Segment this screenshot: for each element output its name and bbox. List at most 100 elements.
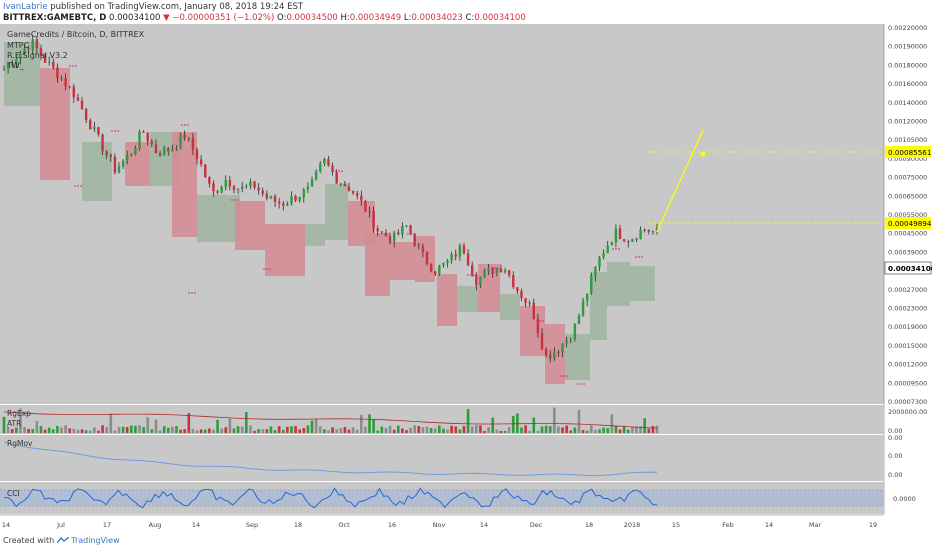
candle-body xyxy=(6,63,10,69)
price-tick: 0.00045000 xyxy=(888,230,927,238)
indicator-label-signal: R.E.Signal V3.2 xyxy=(7,51,68,60)
tradingview-link[interactable]: TradingView xyxy=(71,536,120,545)
candle-body xyxy=(585,293,589,301)
signal-dot xyxy=(184,124,186,126)
signal-dot xyxy=(338,170,340,172)
volume-bar xyxy=(647,428,651,433)
time-tick: 17 xyxy=(103,521,111,529)
candle-body xyxy=(126,155,129,161)
candle-body xyxy=(306,186,310,190)
candle-body xyxy=(590,276,593,294)
price-tick: 0.00220000 xyxy=(888,24,927,32)
time-tick: Jul xyxy=(56,521,65,529)
volume-bar xyxy=(208,428,211,433)
volume-bar xyxy=(323,429,326,433)
rgmov-label: RgMov xyxy=(7,439,33,448)
cci-pane[interactable]: CCI 0.0000 xyxy=(0,482,916,514)
last-price-label: 0.00034100 xyxy=(888,264,932,273)
signal-dot xyxy=(580,383,582,385)
volume-bar xyxy=(113,430,117,433)
volume-bar xyxy=(158,430,162,433)
candle-body xyxy=(429,263,433,272)
candle-body xyxy=(314,171,318,180)
volume-bar xyxy=(203,429,207,433)
candle-body xyxy=(458,245,462,257)
volume-bar xyxy=(503,430,507,433)
cci-label: CCI xyxy=(7,489,20,498)
time-tick: 2018 xyxy=(624,521,641,529)
candle-body xyxy=(651,230,655,232)
volume-bar xyxy=(286,426,289,433)
candle-body xyxy=(290,195,293,204)
price-axis[interactable]: 0.00220000 0.00190000 0.00180000 0.00160000… xyxy=(883,24,932,514)
candle-body xyxy=(319,163,322,172)
volume-bar xyxy=(507,426,511,433)
rgmov-pane[interactable]: RgMov 0.00 0.00 0.00 xyxy=(0,434,902,481)
volume-bar xyxy=(310,420,314,433)
candle-body xyxy=(68,86,71,88)
candle-body xyxy=(655,227,659,231)
candle-body xyxy=(265,193,269,199)
volume-bar xyxy=(569,430,573,433)
signal-box xyxy=(590,272,607,340)
candle-body xyxy=(413,233,416,246)
candle-body xyxy=(532,302,535,320)
time-axis[interactable]: 14 Jul 17 Aug 14 Sep 18 Oct 16 Nov 14 Dec 18 2018 15 Fe… xyxy=(0,514,884,540)
volume-bar xyxy=(105,427,108,433)
volume-bar xyxy=(51,429,55,433)
volume-bar xyxy=(142,427,145,433)
candle-body xyxy=(540,332,544,350)
volume-bar xyxy=(618,429,622,433)
time-tick: 16 xyxy=(388,521,396,529)
volume-bar xyxy=(606,428,610,433)
author-link[interactable]: IvanLabrie xyxy=(3,2,48,12)
volume-bar xyxy=(183,429,187,433)
indicator-label-mtpc: MTPC xyxy=(7,41,30,50)
price-axis-ticks: 0.00220000 0.00190000 0.00180000 0.00160000… xyxy=(888,24,927,406)
signal-box xyxy=(565,334,590,380)
main-price-pane[interactable]: GameCredits / Bitcoin, D, BITTREX MTPC R… xyxy=(0,24,884,404)
price-tick: 0.00023000 xyxy=(888,305,927,313)
main-pane-bg xyxy=(0,24,884,404)
time-axis-bg xyxy=(0,515,884,540)
candle-body xyxy=(130,154,133,156)
volume-bar xyxy=(491,417,495,433)
price-tick: 0.00012000 xyxy=(888,361,927,369)
volume-bar xyxy=(413,425,416,433)
candle-body xyxy=(15,58,18,65)
volume-bar xyxy=(458,429,462,433)
price-tick: 0.00015000 xyxy=(888,342,927,350)
volume-bar xyxy=(130,425,133,433)
volume-bar xyxy=(2,416,6,433)
target-price-label-2: 0.00049894 xyxy=(888,219,932,228)
open-value: 0.00034500 xyxy=(286,13,338,23)
rgexp-pane[interactable]: RgExp ATR 2000000.00 0.00 xyxy=(0,405,927,435)
signal-dot xyxy=(266,268,268,270)
volume-bar xyxy=(327,430,330,433)
indicator-label-tw: TW_ xyxy=(6,61,25,70)
signal-box xyxy=(125,142,150,186)
signal-dot xyxy=(467,274,469,276)
time-tick: Dec xyxy=(530,521,543,529)
volume-bar xyxy=(639,426,642,433)
candle-body xyxy=(446,260,449,263)
price-tick: 0.00090000 xyxy=(888,155,927,163)
candle-body xyxy=(639,229,642,239)
signal-dot xyxy=(114,130,116,132)
target-price-label-1: 0.00085561 xyxy=(888,148,931,157)
candle-body xyxy=(520,291,523,299)
candle-body xyxy=(154,144,158,153)
candle-body xyxy=(557,351,560,353)
signal-dot xyxy=(231,199,233,201)
candle-body xyxy=(380,231,384,233)
low-label: L: xyxy=(403,13,412,23)
rgmov-tick-3: 0.00 xyxy=(888,471,902,479)
volume-bar xyxy=(581,430,585,433)
chart-frame[interactable]: GameCredits / Bitcoin, D, BITTREX MTPC R… xyxy=(0,24,932,540)
volume-bar xyxy=(294,426,297,433)
candle-body xyxy=(339,183,342,185)
volume-bar xyxy=(343,426,347,433)
signal-dot xyxy=(618,248,620,250)
candle-body xyxy=(516,287,519,292)
signal-boxes xyxy=(4,42,655,384)
